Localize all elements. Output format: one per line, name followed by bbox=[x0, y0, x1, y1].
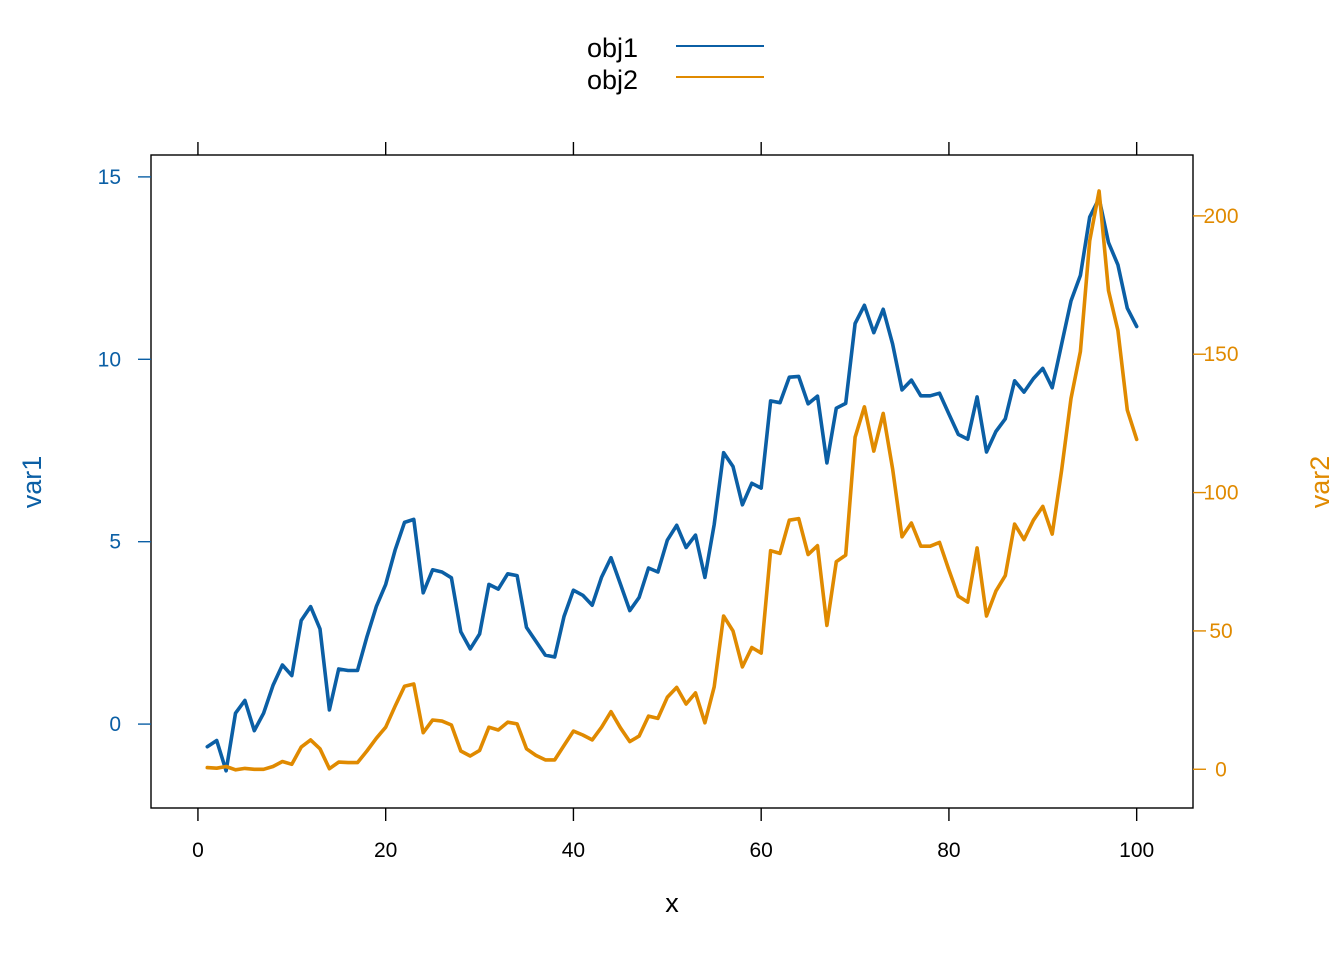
y-right-tick-label: 200 bbox=[1203, 205, 1238, 228]
x-axis-top bbox=[197, 142, 1138, 155]
y-left-tick-label: 5 bbox=[109, 531, 121, 554]
x-axis: 0 20 40 60 80 100 bbox=[192, 808, 1154, 862]
series-line-obj2 bbox=[205, 189, 1139, 772]
legend-label-obj1: obj1 bbox=[587, 33, 638, 63]
y-left-tick-label: 10 bbox=[98, 348, 121, 371]
y-right-tick-label: 50 bbox=[1209, 620, 1232, 643]
series-line-obj1 bbox=[205, 196, 1139, 773]
y-right-tick-label: 150 bbox=[1203, 343, 1238, 366]
plot-frame bbox=[150, 154, 1194, 809]
y-axis-right: 0 50 100 150 200 bbox=[1193, 205, 1239, 781]
x-tick-label: 40 bbox=[562, 839, 585, 862]
series-layer bbox=[205, 189, 1139, 773]
legend-label-obj2: obj2 bbox=[587, 65, 638, 95]
x-tick-label: 20 bbox=[374, 839, 397, 862]
y-axis-right-title: var2 bbox=[1305, 456, 1335, 509]
x-tick-label: 0 bbox=[192, 839, 204, 862]
x-tick-label: 80 bbox=[937, 839, 960, 862]
y-right-tick-label: 100 bbox=[1203, 482, 1238, 505]
y-axis-left-title: var1 bbox=[17, 456, 47, 509]
y-axis-left: 0 5 10 15 bbox=[98, 166, 151, 736]
legend: obj1 obj2 bbox=[587, 33, 764, 95]
y-left-tick-label: 15 bbox=[98, 166, 121, 189]
x-axis-title: x bbox=[665, 888, 679, 918]
y-right-tick-label: 0 bbox=[1215, 758, 1227, 781]
x-tick-label: 60 bbox=[750, 839, 773, 862]
y-left-tick-label: 0 bbox=[109, 713, 121, 736]
x-tick-label: 100 bbox=[1119, 839, 1154, 862]
